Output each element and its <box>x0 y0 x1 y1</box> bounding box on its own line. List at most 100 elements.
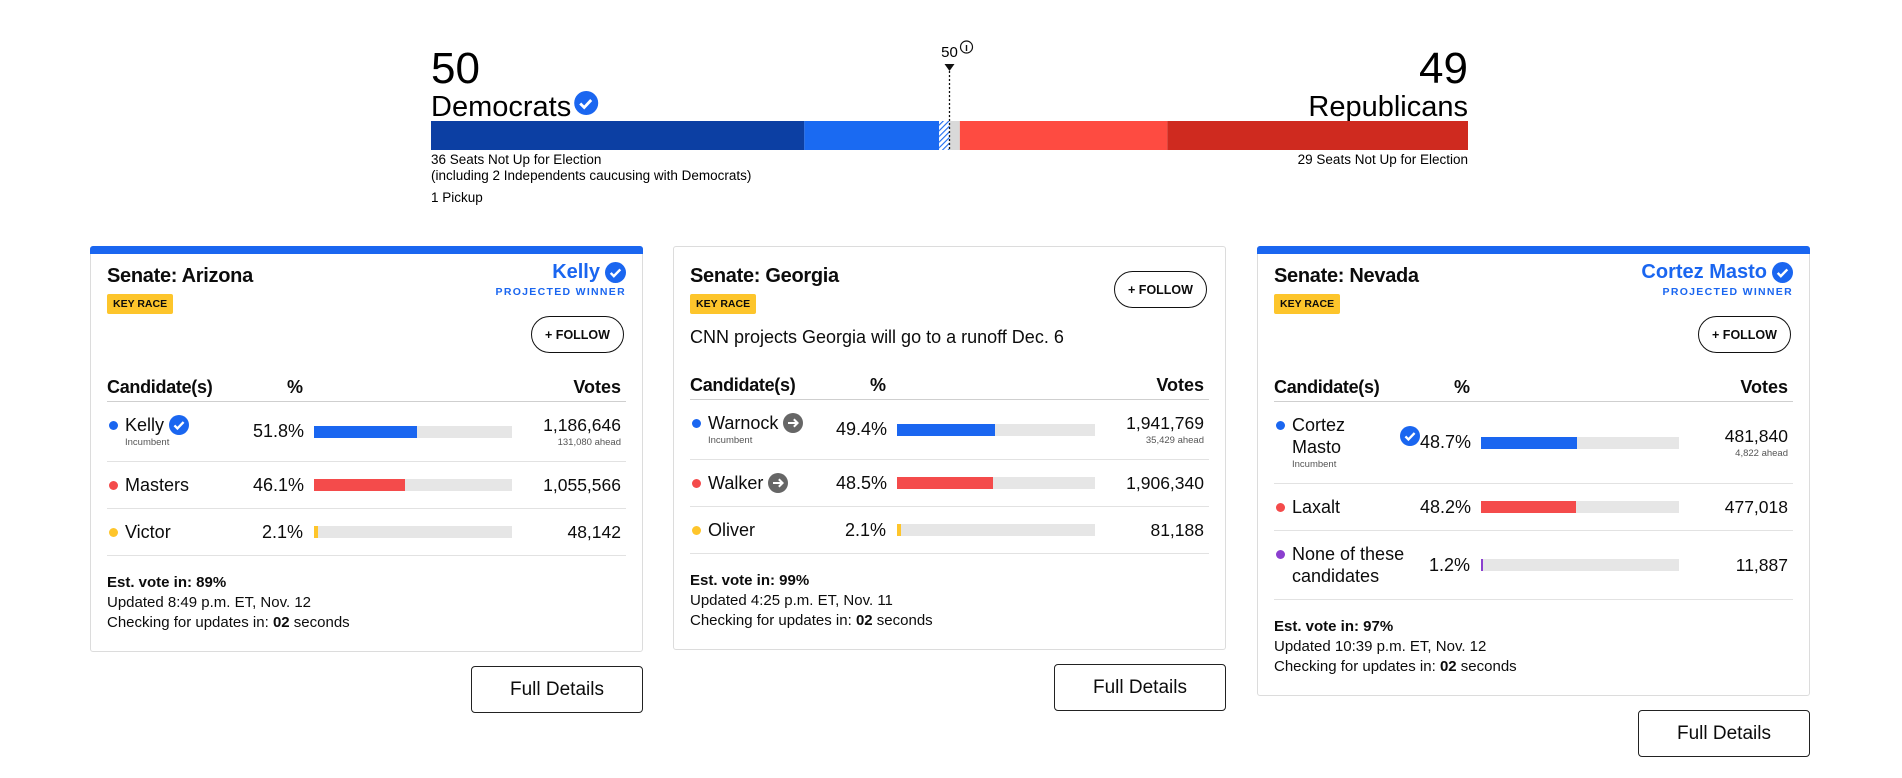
winner-text: Cortez Masto <box>1641 261 1767 283</box>
seat-segment <box>949 121 960 150</box>
vote-bar <box>897 524 902 536</box>
candidate-row: None of these candidates 1.2% 11,887 <box>1274 531 1793 600</box>
party-dot <box>1276 550 1285 559</box>
countdown-unit: seconds <box>293 614 350 631</box>
majority-pointer <box>944 64 955 71</box>
name-text: None of these candidates <box>1292 544 1405 586</box>
vote-count: 477,018 <box>1724 497 1788 517</box>
dem-check <box>574 91 599 115</box>
vote-count: 481,840 <box>1724 426 1788 446</box>
full-details-button[interactable]: Full Details <box>1054 664 1226 711</box>
candidate: Kelly Incumbent <box>107 414 253 449</box>
winner: Kelly PROJECTED WINNER <box>496 261 626 298</box>
candidate: Laxalt <box>1274 496 1420 518</box>
balance-of-power: 50 Democrats 49 Republicans 36 Seats Not… <box>431 40 1468 205</box>
pickup: 1 Pickup <box>431 190 483 205</box>
check-icon <box>605 262 626 283</box>
race-title: Senate: Arizona <box>107 265 253 287</box>
follow-button[interactable]: + FOLLOW <box>1698 316 1791 353</box>
vote-count: 1,941,769 <box>1126 413 1204 433</box>
vote-bar <box>1481 436 1578 449</box>
candidate: Masters <box>107 474 253 496</box>
candidate-info: Masters <box>125 474 189 496</box>
candidate-row: Cortez Masto Incumbent 48.7% 481,840 4,822 a… <box>1274 402 1793 484</box>
winner-strip <box>1257 246 1810 254</box>
seat-segment <box>1167 121 1468 150</box>
incumbent: Incumbent <box>1292 459 1337 470</box>
candidate-info: Kelly Incumbent <box>125 414 190 449</box>
seat-segment <box>431 121 805 150</box>
name-text: Oliver <box>708 520 756 540</box>
name-text: Walker <box>708 473 764 493</box>
votes: 81,188 <box>1095 519 1209 541</box>
countdown: 02 <box>272 614 290 631</box>
candidate-name: Kelly <box>125 414 190 436</box>
vote-percent: 51.8% <box>253 421 305 441</box>
candidate-info: Oliver <box>708 519 755 541</box>
follow-button[interactable]: + FOLLOW <box>531 316 624 353</box>
name-text: Kelly <box>125 415 165 435</box>
checking: Checking for updates in: 02 seconds <box>690 611 1209 631</box>
lead: 4,822 ahead <box>1735 448 1788 459</box>
votes: 477,018 <box>1679 496 1793 518</box>
follow-button[interactable]: + FOLLOW <box>1114 271 1207 308</box>
name-text: Masters <box>125 475 190 495</box>
dem-note: (including 2 Independents caucusing with… <box>431 168 751 183</box>
name-text: Laxalt <box>1292 497 1341 517</box>
vote-percent: 48.7% <box>1420 432 1472 452</box>
race-card-wrap: Senate: Arizona KEY RACE Kelly PROJECTED WI… <box>90 246 643 713</box>
majority-label: 50 <box>941 44 958 61</box>
check-icon <box>1772 262 1793 283</box>
bar-track <box>1481 501 1679 513</box>
arrow-icon <box>768 473 789 493</box>
party-dot <box>1276 503 1285 512</box>
countdown: 02 <box>855 612 873 629</box>
check-glyph <box>605 262 626 283</box>
vote-count: 1,186,646 <box>543 415 621 435</box>
party-dot <box>109 528 118 537</box>
dem-label: Democrats <box>431 91 571 123</box>
vote-percent: 46.1% <box>253 474 305 495</box>
party-dot <box>1276 421 1285 430</box>
bar-track <box>1481 436 1679 449</box>
vote-count: 1,906,340 <box>1126 473 1204 493</box>
checking: Checking for updates in: 02 seconds <box>1274 657 1793 677</box>
card-header: Senate: Nevada KEY RACE Cortez Masto PROJEC… <box>1274 261 1793 374</box>
winner: Cortez Masto PROJECTED WINNER <box>1641 261 1793 298</box>
rep-note: 29 Seats Not Up for Election <box>1298 152 1468 167</box>
candidate-info: None of these candidates <box>1292 543 1420 587</box>
candidate-row: Oliver 2.1% 81,188 <box>690 507 1209 554</box>
bar-track <box>314 479 512 491</box>
vote-count: 81,188 <box>1150 520 1204 540</box>
full-details-button[interactable]: Full Details <box>471 666 643 713</box>
bar-track <box>897 524 1095 536</box>
candidate-name: Laxalt <box>1292 496 1340 518</box>
card-footer: Est. vote in: 89% Updated 8:49 p.m. ET, N… <box>107 556 626 633</box>
candidate: Oliver <box>690 519 836 541</box>
candidate: Cortez Masto Incumbent <box>1274 414 1420 471</box>
key-race-tag: KEY RACE <box>107 294 174 314</box>
candidate-info: Laxalt <box>1292 496 1340 518</box>
candidate-row: Warnock Incumbent 49.4% 1,941,769 35,429 ahe… <box>690 400 1209 460</box>
vote-percent: 48.5% <box>836 472 888 493</box>
lead: 35,429 ahead <box>1145 435 1204 446</box>
race-card: Senate: Arizona KEY RACE Kelly PROJECTED WI… <box>90 246 643 652</box>
rep-seats: 49 <box>1419 44 1468 93</box>
updated: Updated 4:25 p.m. ET, Nov. 11 <box>690 592 893 609</box>
updated: Updated 8:49 p.m. ET, Nov. 12 <box>107 594 312 611</box>
full-details-button[interactable]: Full Details <box>1638 710 1810 757</box>
incumbent: Incumbent <box>125 437 170 448</box>
column-header: Candidate(s) <box>690 375 796 395</box>
checking: Checking for updates in: 02 seconds <box>107 613 626 633</box>
vote-bar <box>1481 501 1577 513</box>
vote-bar <box>1481 559 1484 571</box>
arrow-glyph <box>783 413 804 433</box>
name-text: Victor <box>125 522 171 542</box>
updated: Updated 10:39 p.m. ET, Nov. 12 <box>1274 638 1487 655</box>
card-header: Senate: Arizona KEY RACE Kelly PROJECTED WI… <box>107 261 626 374</box>
race-note: CNN projects Georgia will go to a runoff… <box>690 327 1064 347</box>
candidate-row: Walker 48.5% 1,906,340 <box>690 460 1209 507</box>
candidate-row: Laxalt 48.2% 477,018 <box>1274 484 1793 531</box>
candidate-name: None of these candidates <box>1292 543 1420 587</box>
winner-name: Cortez Masto <box>1641 261 1793 284</box>
